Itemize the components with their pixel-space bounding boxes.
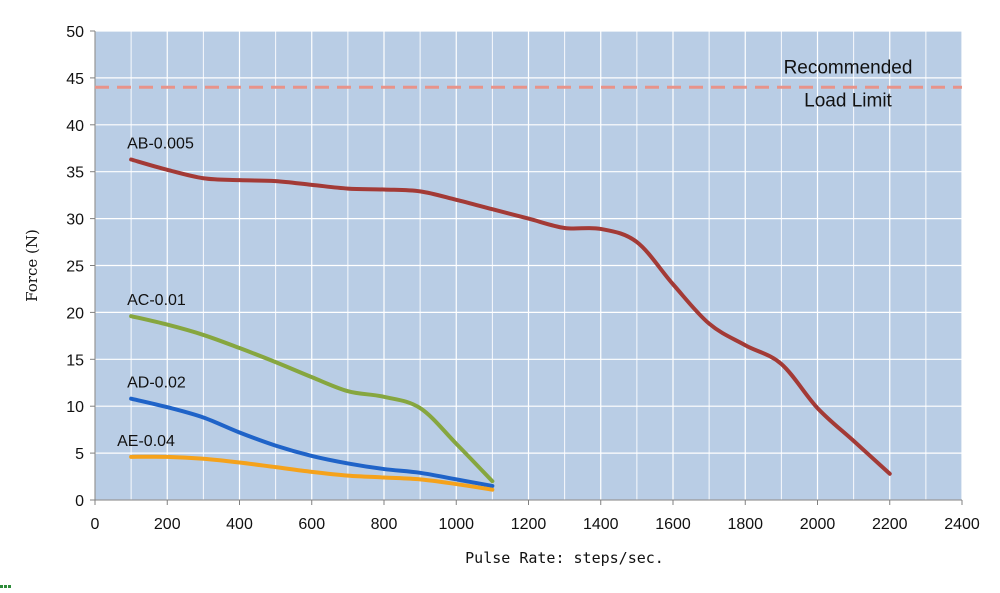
y-tick-label: 45	[66, 71, 84, 88]
y-tick-label: 30	[66, 212, 84, 229]
axes: 0 5 10 15 20 25 30 35 40 45 50 0 200 400 600 800 1000 120…	[66, 24, 980, 533]
reference-label-line1: Recommended	[784, 57, 913, 78]
series-label-ad-0-02: AD-0.02	[127, 375, 186, 392]
series-label-ae-0-04: AE-0.04	[117, 433, 175, 450]
y-tick-label: 15	[66, 352, 84, 369]
series-line-ad-0-02	[129, 396, 495, 488]
y-tick-label: 0	[75, 493, 84, 510]
x-tick-label: 2400	[944, 516, 980, 533]
series-label-ac-0-01: AC-0.01	[127, 292, 186, 309]
series-labels: AB-0.005 AC-0.01 AD-0.02 AE-0.04	[117, 136, 194, 450]
x-tick-label: 1400	[583, 516, 619, 533]
x-tick-label: 1600	[655, 516, 691, 533]
corner-mark	[0, 585, 11, 588]
y-tick-label: 50	[66, 24, 84, 41]
series-line-ae-0-04	[129, 454, 495, 492]
y-tick-label: 20	[66, 305, 84, 322]
x-tick-label: 200	[154, 516, 181, 533]
x-tick-label: 600	[298, 516, 325, 533]
series-lines	[129, 157, 892, 492]
x-tick-label: 800	[371, 516, 398, 533]
x-tick-label: 400	[226, 516, 253, 533]
y-tick-label: 5	[75, 446, 84, 463]
x-tick-label: 2000	[800, 516, 836, 533]
x-tick-label: 1200	[511, 516, 547, 533]
y-tick-label: 40	[66, 118, 84, 135]
reference-label-line2: Load Limit	[804, 90, 892, 111]
series-label-ab-0-005: AB-0.005	[127, 136, 194, 153]
y-tick-label: 10	[66, 399, 84, 416]
recommended-load-limit-line: Recommended Load Limit	[95, 57, 962, 111]
y-tick-label: 25	[66, 259, 84, 276]
x-axis-label: Pulse Rate: steps/sec.	[465, 549, 664, 567]
series-line-ac-0-01	[129, 314, 495, 484]
x-tick-label: 2200	[872, 516, 908, 533]
y-axis-label: Force (N)	[23, 229, 41, 302]
x-tick-label: 0	[91, 516, 100, 533]
y-tick-label: 35	[66, 165, 84, 182]
x-tick-label: 1800	[727, 516, 763, 533]
series-line-ab-0-005	[129, 157, 892, 476]
x-tick-label: 1000	[438, 516, 474, 533]
